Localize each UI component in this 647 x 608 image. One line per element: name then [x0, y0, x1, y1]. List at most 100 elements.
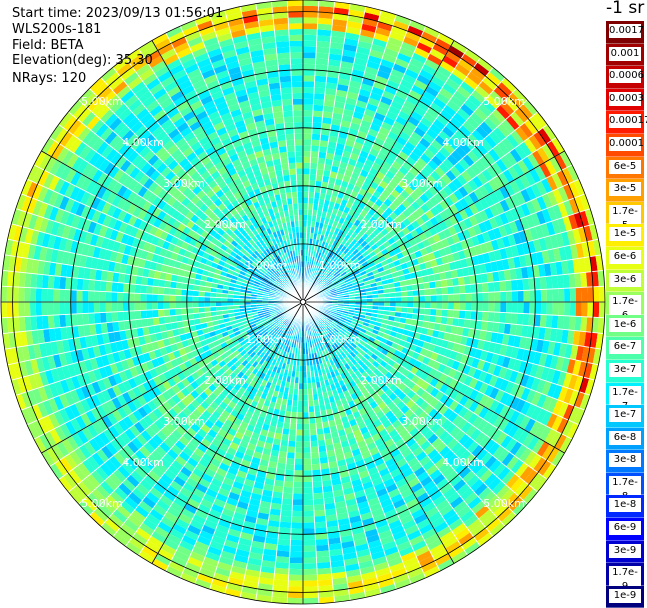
heatmap-cell [303, 180, 309, 186]
heatmap-cell [146, 310, 152, 319]
heatmap-cell [303, 546, 316, 552]
heatmap-cell [424, 289, 430, 296]
heatmap-cell [289, 563, 303, 569]
heatmap-cell [152, 310, 158, 318]
heatmap-cell [277, 463, 286, 470]
heatmap-cell [146, 302, 152, 310]
heatmap-cell [303, 435, 310, 441]
heatmap-cell [94, 280, 101, 291]
heatmap-cell [505, 313, 512, 324]
heatmap-cell [279, 522, 291, 529]
heatmap-cell [141, 318, 148, 327]
heatmap-cell [464, 276, 471, 285]
heatmap-cell [319, 457, 328, 464]
heatmap-cell [303, 192, 309, 198]
heatmap-cell [303, 464, 312, 470]
heatmap-cell [316, 47, 330, 54]
heatmap-cell [187, 290, 193, 296]
heatmap-cell [198, 302, 204, 308]
heatmap-cell [459, 285, 466, 294]
heatmap-cell [136, 276, 143, 285]
heatmap-cell [18, 287, 24, 302]
heatmap-cell [48, 315, 55, 329]
heatmap-cell [141, 285, 148, 294]
heatmap-cell [311, 446, 319, 452]
heatmap-cell [312, 464, 321, 471]
heatmap-cell [111, 292, 117, 302]
heatmap-cell [569, 274, 576, 289]
heatmap-cell [285, 464, 294, 471]
heatmap-cell [36, 316, 43, 330]
heatmap-cell [311, 145, 320, 151]
heatmap-cell [135, 284, 142, 293]
heatmap-cell [71, 302, 77, 314]
heatmap-cell [407, 296, 413, 302]
heatmap-cell [482, 311, 489, 321]
heatmap-cell [424, 308, 430, 315]
heatmap-cell [290, 540, 303, 546]
heatmap-cell [54, 315, 61, 328]
heatmap-cell [431, 302, 437, 309]
heatmap-cell [135, 311, 142, 320]
heatmap-cell [587, 302, 593, 317]
heatmap-cell [318, 152, 326, 159]
heatmap-cell [303, 459, 312, 465]
heatmap-cell [303, 476, 312, 482]
heatmap-cell [303, 488, 313, 494]
heatmap-cell [288, 580, 303, 586]
heatmap-cell [170, 288, 176, 295]
heatmap-cell [117, 302, 123, 312]
heatmap-cell [297, 412, 303, 418]
heatmap-cell [314, 504, 325, 511]
heatmap-cell [311, 151, 319, 157]
heatmap-cell [599, 286, 605, 302]
heatmap-cell [303, 598, 319, 604]
heatmap-cell [303, 430, 310, 436]
heatmap-cell [88, 313, 95, 325]
heatmap-cell [558, 288, 564, 302]
heatmap-cell [454, 294, 460, 302]
heatmap-cell [36, 288, 42, 302]
heatmap-cell [181, 308, 187, 315]
heatmap-cell [436, 287, 442, 295]
heatmap-cell [281, 504, 292, 511]
heatmap-cell [279, 445, 287, 452]
heatmap-cell [310, 163, 318, 169]
heatmap-cell [303, 151, 311, 157]
heatmap-cell [317, 574, 332, 581]
heatmap-cell [570, 302, 576, 316]
heatmap-cell [77, 314, 84, 326]
heatmap-cell [465, 293, 471, 302]
heatmap-cell [83, 313, 90, 325]
heatmap-cell [298, 395, 303, 401]
heatmap-cell [276, 556, 290, 563]
heatmap-cell [175, 289, 181, 296]
heatmap-cell [141, 277, 148, 286]
heatmap-cell [314, 510, 326, 517]
heatmap-cell [36, 274, 43, 288]
heatmap-cell [320, 463, 329, 470]
heatmap-cell [593, 287, 599, 303]
heatmap-cell [312, 116, 322, 123]
heatmap-cell [277, 545, 290, 552]
heatmap-cell [575, 316, 582, 331]
heatmap-cell [512, 302, 518, 313]
heatmap-cell [471, 293, 477, 302]
heatmap-cell [431, 295, 437, 302]
heatmap-cell [396, 297, 402, 302]
heatmap-cell [303, 406, 309, 412]
heatmap-cell [42, 275, 49, 289]
heatmap-cell [193, 296, 199, 302]
heatmap-cell [436, 309, 442, 317]
heatmap-cell [170, 309, 176, 316]
heatmap-cell [318, 440, 326, 447]
heatmap-cell [313, 493, 324, 500]
heatmap-cell [53, 289, 59, 302]
heatmap-cell [313, 111, 323, 118]
heatmap-cell [318, 445, 326, 452]
heatmap-cell [303, 110, 313, 116]
heatmap-cell [274, 574, 289, 581]
heatmap-cell [65, 290, 71, 303]
heatmap-cell [290, 546, 303, 552]
heatmap-cell [288, 441, 296, 447]
